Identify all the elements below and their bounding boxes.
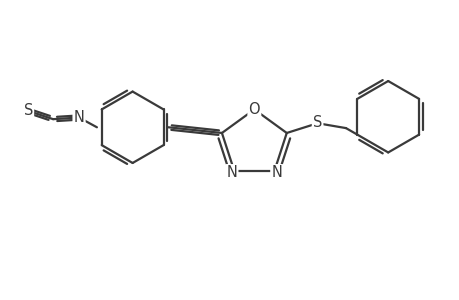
Text: N: N [73,110,84,125]
Text: S: S [23,103,33,118]
Text: N: N [226,165,237,180]
Text: S: S [312,115,322,130]
Text: N: N [271,165,282,180]
Text: O: O [248,101,260,116]
